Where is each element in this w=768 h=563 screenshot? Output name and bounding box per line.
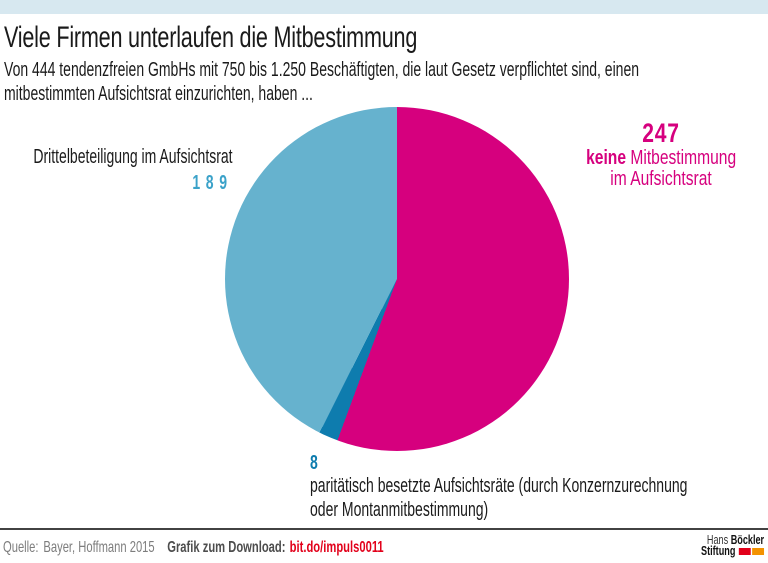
subtitle-line-2: mitbestimmten Aufsichtsrat einzurichten,… — [4, 82, 313, 105]
page-title: Viele Firmen unterlaufen die Mitbestimmu… — [4, 21, 418, 54]
slice-label-text: Drittelbeteiligung im Aufsichtsrat — [33, 146, 233, 168]
slice-value-247: 247 — [642, 118, 680, 148]
slice-label-rest: Mitbestimmung — [626, 147, 737, 169]
slice-label-paritaetisch: 8 paritätisch besetzte Aufsichtsräte (du… — [310, 452, 687, 522]
source-text: Bayer, Hoffmann 2015 — [43, 539, 155, 556]
subtitle-line-1: Von 444 tendenzfreien GmbHs mit 750 bis … — [4, 59, 640, 81]
download-link[interactable]: bit.do/impuls0011 — [289, 539, 384, 556]
footer: Quelle: Bayer, Hoffmann 2015 Grafik zum Do… — [3, 539, 384, 556]
pie-chart — [225, 107, 569, 451]
logo-stiftung: Stiftung — [700, 542, 736, 558]
logo-hans: Hans — [706, 532, 731, 547]
download-label: Grafik zum Download: — [167, 539, 286, 556]
slice-label-text-line2: oder Montanmitbestimmung) — [310, 498, 489, 521]
slice-label-keine-mitbestimmung: 247 keine Mitbestimmung im Aufsichtsrat — [586, 118, 736, 190]
slice-label-text-line1: paritätisch besetzte Aufsichtsräte (durc… — [310, 475, 688, 497]
hans-boeckler-stiftung-logo: Hans Böckler Stiftung — [700, 532, 764, 558]
logo-red-block — [738, 547, 751, 555]
top-accent-bar — [0, 0, 768, 14]
logo-orange-block — [752, 547, 764, 555]
slice-label-text-line3: im Aufsichtsrat — [610, 168, 712, 190]
source-label: Quelle: — [3, 539, 39, 556]
slice-label-bold-word: keine — [586, 147, 627, 169]
footer-divider — [0, 528, 768, 530]
slice-value-8: 8 — [310, 452, 318, 474]
logo-line-1: Hans Böckler — [701, 532, 764, 547]
slice-label-drittelbeteiligung: Drittelbeteiligung im Aufsichtsrat 189 — [34, 144, 233, 196]
logo-line-2: Stiftung — [700, 542, 764, 558]
chart-subtitle: Von 444 tendenzfreien GmbHs mit 750 bis … — [4, 59, 639, 106]
logo-boeckler: Böckler — [730, 532, 764, 547]
slice-label-text-line2: keine Mitbestimmung — [586, 148, 736, 169]
slice-value-189: 189 — [192, 172, 233, 194]
